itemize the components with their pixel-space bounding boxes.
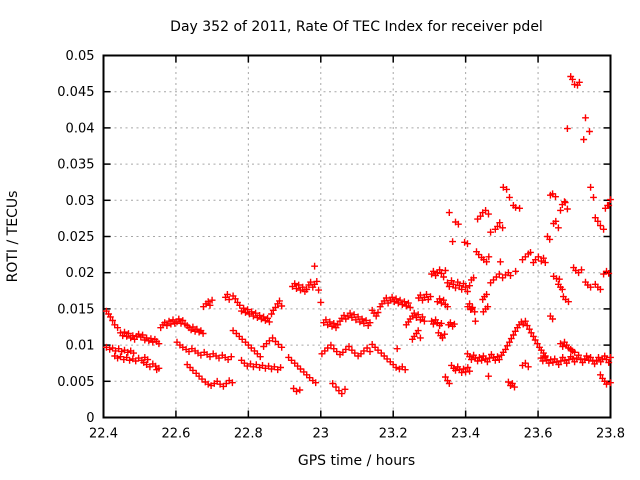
svg-text:22.4: 22.4 <box>89 427 118 442</box>
svg-text:0.04: 0.04 <box>66 121 95 136</box>
svg-text:23.6: 23.6 <box>524 427 553 442</box>
svg-text:23.2: 23.2 <box>379 427 408 442</box>
axis-tick-labels: 22.4 22.6 22.8 23 23.2 23.4 23.6 23.8 0 0.005 0.01… <box>57 49 625 442</box>
svg-text:22.8: 22.8 <box>234 427 263 442</box>
scatter-points <box>103 73 614 397</box>
svg-text:0.005: 0.005 <box>57 375 94 390</box>
plus-markers <box>103 73 614 397</box>
svg-text:0.05: 0.05 <box>66 49 95 64</box>
svg-text:23.8: 23.8 <box>596 427 625 442</box>
svg-text:0.025: 0.025 <box>57 230 94 245</box>
svg-text:0.03: 0.03 <box>66 194 95 209</box>
svg-text:0.01: 0.01 <box>66 339 95 354</box>
svg-text:22.6: 22.6 <box>161 427 190 442</box>
svg-text:0.015: 0.015 <box>57 302 94 317</box>
svg-text:0.045: 0.045 <box>57 85 94 100</box>
gridlines <box>103 55 611 418</box>
svg-text:0: 0 <box>86 411 94 426</box>
chart-title: Day 352 of 2011, Rate Of TEC Index for r… <box>170 19 543 35</box>
y-axis-label: ROTI / TECUs <box>5 191 21 283</box>
svg-text:23: 23 <box>313 427 330 442</box>
x-axis-label: GPS time / hours <box>298 453 415 469</box>
svg-text:0.02: 0.02 <box>66 266 95 281</box>
svg-text:23.4: 23.4 <box>451 427 480 442</box>
plot-border <box>102 54 612 419</box>
svg-text:0.035: 0.035 <box>57 158 94 173</box>
